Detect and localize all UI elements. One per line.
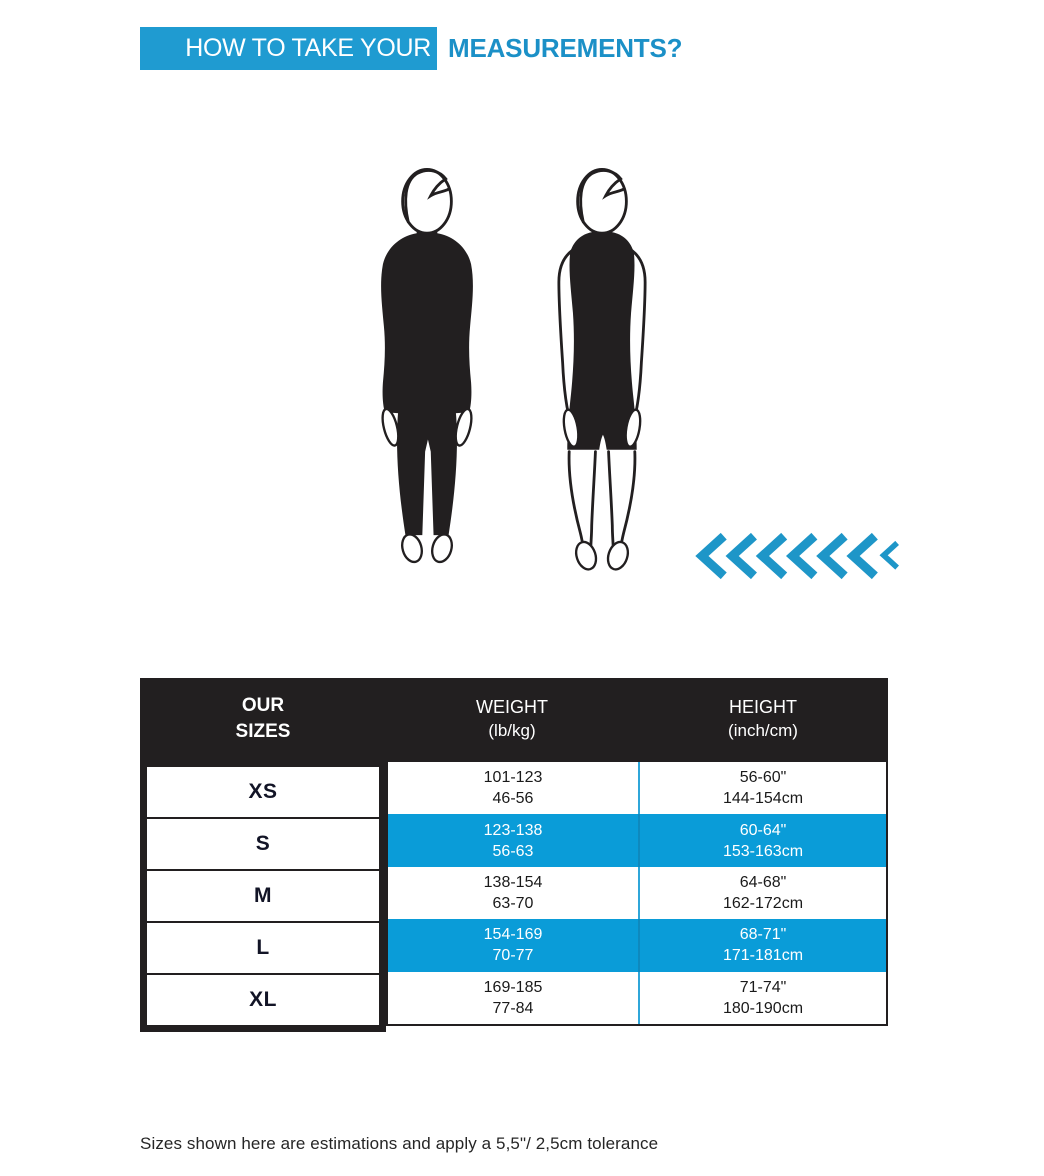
height-cell: 60-64" 153-163cm <box>638 814 886 867</box>
height-cell: 71-74" 180-190cm <box>638 971 886 1025</box>
header-weight: WEIGHT (lb/kg) <box>476 697 548 740</box>
size-table-data: 101-123 46-56 56-60" 144-154cm 123-138 5… <box>386 760 888 1026</box>
size-cell-xl: XL <box>249 988 277 1011</box>
title-bar: HOW TO TAKE YOUR <box>140 27 437 70</box>
height-cell: 68-71" 171-181cm <box>638 919 886 972</box>
figure-knee-suit-illustration <box>557 168 647 571</box>
table-row-m: 138-154 63-70 64-68" 162-172cm <box>388 866 886 920</box>
title-bar-text: HOW TO TAKE YOUR <box>185 34 431 62</box>
title-accent-text: MEASUREMENTS? <box>448 33 683 63</box>
weight-cell: 123-138 56-63 <box>483 821 543 860</box>
left-chevrons-icon <box>695 532 899 580</box>
size-cell-l: L <box>147 923 379 975</box>
height-cell: 64-68" 162-172cm <box>638 866 886 920</box>
weight-cell: 169-185 77-84 <box>483 978 543 1017</box>
weight-cell: 138-154 63-70 <box>483 873 543 913</box>
table-row-xs: 101-123 46-56 56-60" 144-154cm <box>388 762 886 815</box>
size-label-column: XS S M L XL <box>140 760 386 1032</box>
table-row-s: 123-138 56-63 60-64" 153-163cm <box>388 814 886 867</box>
table-row-l: 154-169 70-77 68-71" 171-181cm <box>388 919 886 972</box>
header-our-sizes: OUR SIZES <box>235 695 291 742</box>
size-cell-m: M <box>147 871 379 923</box>
height-cell: 56-60" 144-154cm <box>638 762 886 815</box>
size-table-header: OUR SIZES WEIGHT (lb/kg) HEIGHT (inch/cm… <box>140 678 888 760</box>
size-cell-s: S <box>147 819 379 871</box>
weight-cell: 154-169 70-77 <box>483 926 543 965</box>
header-height: HEIGHT (inch/cm) <box>728 697 798 740</box>
tolerance-note: Sizes shown here are estimations and app… <box>140 1134 659 1153</box>
table-row-xl: 169-185 77-84 71-74" 180-190cm <box>388 971 886 1025</box>
figure-long-suit-illustration <box>381 168 473 564</box>
weight-cell: 101-123 46-56 <box>483 769 543 808</box>
size-cell-xs: XS <box>147 767 379 819</box>
